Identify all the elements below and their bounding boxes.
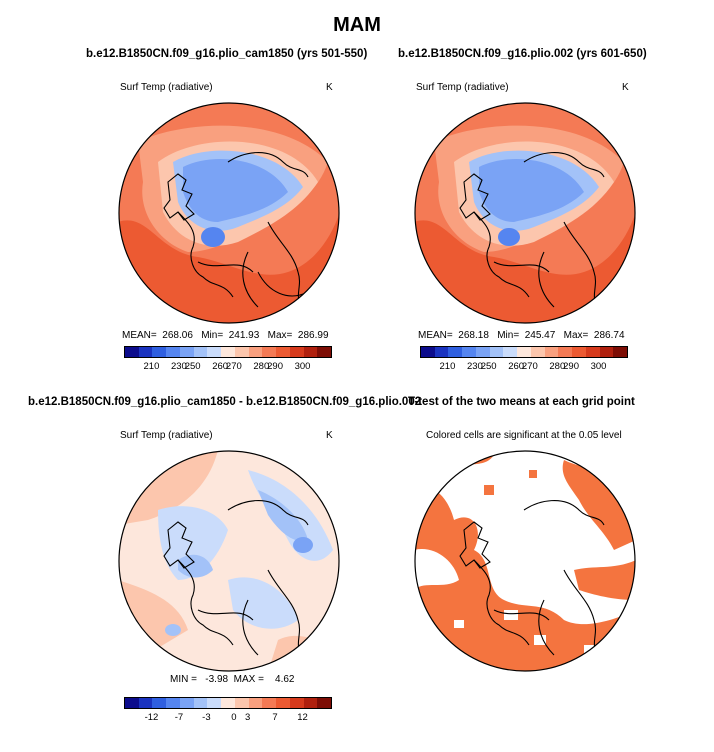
colorbar-swatch [558,347,573,357]
colorbar-swatch [276,347,290,357]
colorbar-swatch [138,698,153,708]
panel3-polar-map [118,450,340,672]
panel3-stats: MIN = -3.98 MAX = 4.62 [170,674,295,685]
colorbar-swatch [166,698,180,708]
panel3-units-label: K [326,430,333,441]
colorbar-swatch [221,347,235,357]
colorbar-tick-label: 230 [466,361,483,372]
panel4-significance-map [414,450,636,672]
panel2-stats: MEAN= 268.18 Min= 245.47 Max= 286.74 [418,330,625,341]
panel3-variable-label: Surf Temp (radiative) [120,430,213,441]
panel1-units-label: K [326,82,333,93]
colorbar-swatch [248,347,263,357]
colorbar-tick-label: 300 [590,361,607,372]
panel3-colorbar [124,697,332,709]
colorbar-swatch [207,698,222,708]
colorbar-swatch [276,698,290,708]
colorbar-swatch [572,347,586,357]
panel2-polar-map [414,102,636,324]
panel4-title: T-test of the two means at each grid poi… [408,396,635,408]
colorbar-swatch [462,347,476,357]
colorbar-tick-label: 290 [267,361,283,372]
colorbar-tick-label: 290 [563,361,579,372]
colorbar-swatch [262,347,277,357]
panel2-title: b.e12.B1850CN.f09_g16.plio.002 (yrs 601-… [398,48,647,60]
colorbar-tick-label: 280 [253,361,270,372]
panel1-colorbar-ticks: 210 230 250 260 270 280 290 300 [124,361,330,373]
colorbar-swatch [544,347,559,357]
colorbar-tick-label: 3 [244,712,251,723]
panel1-polar-map [118,102,340,324]
panel4-caption: Colored cells are significant at the 0.0… [426,430,622,441]
colorbar-tick-label: 300 [294,361,311,372]
colorbar-swatch [289,347,304,357]
colorbar-tick-label: -7 [174,712,184,723]
panel1-title: b.e12.B1850CN.f09_g16.plio_cam1850 (yrs … [86,48,368,60]
colorbar-tick-label: 250 [480,361,497,372]
colorbar-swatch [125,347,139,357]
colorbar-swatch [317,347,332,357]
colorbar-swatch [221,698,235,708]
colorbar-swatch [585,347,600,357]
panel3-title: b.e12.B1850CN.f09_g16.plio_cam1850 - b.e… [28,396,422,408]
colorbar-swatch [179,698,194,708]
colorbar-tick-label: 270 [521,361,538,372]
colorbar-swatch [207,347,222,357]
colorbar-tick-label: 210 [143,361,160,372]
colorbar-swatch [599,347,614,357]
colorbar-swatch [234,347,249,357]
colorbar-tick-label: -12 [144,712,159,723]
panel1-stats: MEAN= 268.06 Min= 241.93 Max= 286.99 [122,330,329,341]
colorbar-swatch [289,698,304,708]
colorbar-swatch [138,347,153,357]
colorbar-tick-label: 250 [184,361,201,372]
colorbar-tick-label: 210 [439,361,456,372]
panel2-colorbar-ticks: 210 230 250 260 270 280 290 300 [420,361,626,373]
colorbar-swatch [179,347,194,357]
colorbar-swatch [517,347,531,357]
colorbar-swatch [530,347,545,357]
colorbar-swatch [303,698,318,708]
panel1-variable-label: Surf Temp (radiative) [120,82,213,93]
colorbar-swatch [152,698,167,708]
colorbar-swatch [166,347,180,357]
colorbar-tick-label: 7 [272,712,278,723]
panel2-colorbar [420,346,628,358]
colorbar-tick-label: 280 [549,361,566,372]
colorbar-tick-label: 260 [508,361,525,372]
colorbar-tick-label: 12 [297,712,308,723]
colorbar-swatch [152,347,167,357]
colorbar-tick-label: 270 [225,361,242,372]
panel3-colorbar-ticks: -12 -7 -3 0 3 7 12 [124,712,330,724]
colorbar-swatch [434,347,449,357]
panel1-colorbar [124,346,332,358]
colorbar-swatch [317,698,332,708]
colorbar-tick-label: 260 [212,361,229,372]
colorbar-swatch [448,347,463,357]
colorbar-swatch [421,347,435,357]
colorbar-swatch [125,698,139,708]
colorbar-swatch [234,698,249,708]
colorbar-swatch [613,347,628,357]
colorbar-tick-label: 230 [170,361,187,372]
colorbar-tick-label: 0 [231,712,237,723]
colorbar-swatch [193,698,208,708]
panel2-variable-label: Surf Temp (radiative) [416,82,509,93]
colorbar-swatch [193,347,208,357]
colorbar-swatch [248,698,263,708]
colorbar-swatch [503,347,518,357]
figure-title: MAM [333,14,381,36]
colorbar-swatch [489,347,504,357]
colorbar-tick-label: -3 [202,712,211,723]
colorbar-swatch [303,347,318,357]
colorbar-swatch [475,347,490,357]
panel2-units-label: K [622,82,629,93]
colorbar-swatch [262,698,277,708]
